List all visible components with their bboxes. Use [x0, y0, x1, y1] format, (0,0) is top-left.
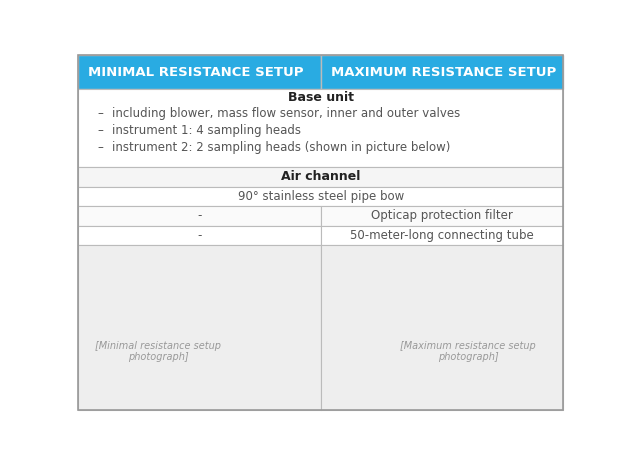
Text: –: – [98, 107, 103, 120]
FancyBboxPatch shape [78, 206, 321, 226]
FancyBboxPatch shape [321, 55, 563, 89]
FancyBboxPatch shape [78, 187, 563, 206]
Text: Air channel: Air channel [281, 171, 361, 183]
Text: -: - [197, 209, 202, 223]
Text: –: – [98, 124, 103, 137]
Text: Base unit: Base unit [288, 91, 354, 104]
Text: [Maximum resistance setup
photograph]: [Maximum resistance setup photograph] [400, 341, 536, 362]
Text: -: - [197, 229, 202, 242]
Text: [Minimal resistance setup
photograph]: [Minimal resistance setup photograph] [95, 341, 221, 362]
FancyBboxPatch shape [321, 226, 563, 245]
FancyBboxPatch shape [78, 245, 321, 410]
Text: –: – [98, 142, 103, 154]
FancyBboxPatch shape [78, 167, 563, 187]
FancyBboxPatch shape [78, 89, 563, 167]
Text: Opticap protection filter: Opticap protection filter [371, 209, 513, 223]
Text: 90° stainless steel pipe bow: 90° stainless steel pipe bow [238, 190, 404, 203]
FancyBboxPatch shape [321, 206, 563, 226]
Text: instrument 2: 2 sampling heads (shown in picture below): instrument 2: 2 sampling heads (shown in… [112, 142, 451, 154]
Text: instrument 1: 4 sampling heads: instrument 1: 4 sampling heads [112, 124, 301, 137]
FancyBboxPatch shape [78, 226, 321, 245]
Text: including blower, mass flow sensor, inner and outer valves: including blower, mass flow sensor, inne… [112, 107, 461, 120]
FancyBboxPatch shape [78, 55, 321, 89]
Text: 50-meter-long connecting tube: 50-meter-long connecting tube [350, 229, 534, 242]
Text: MAXIMUM RESISTANCE SETUP: MAXIMUM RESISTANCE SETUP [331, 65, 556, 79]
FancyBboxPatch shape [321, 245, 563, 410]
Text: MINIMAL RESISTANCE SETUP: MINIMAL RESISTANCE SETUP [88, 65, 304, 79]
